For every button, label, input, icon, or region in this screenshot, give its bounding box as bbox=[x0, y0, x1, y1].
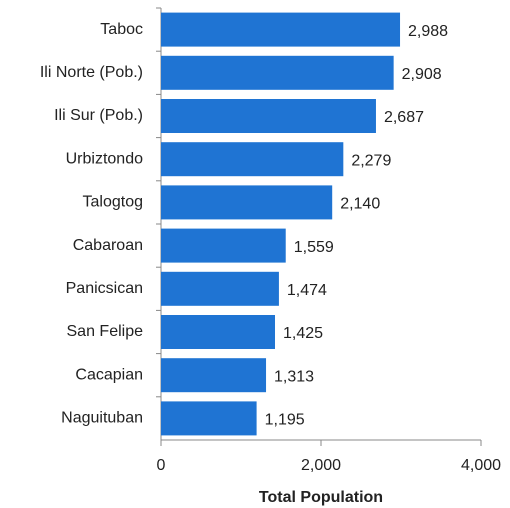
bar bbox=[161, 12, 401, 47]
y-tick-label: Talogtog bbox=[83, 194, 144, 211]
data-label: 1,425 bbox=[283, 325, 323, 342]
x-tick-label: 2,000 bbox=[301, 457, 341, 474]
bar bbox=[161, 315, 275, 349]
data-label: 2,140 bbox=[340, 196, 380, 213]
bar bbox=[161, 271, 279, 306]
bar bbox=[161, 358, 267, 393]
bar bbox=[161, 185, 333, 220]
y-tick-label: Ili Norte (Pob.) bbox=[40, 64, 143, 81]
bar bbox=[161, 401, 257, 436]
x-axis-title: Total Population bbox=[259, 489, 383, 506]
data-label: 1,474 bbox=[287, 282, 327, 299]
data-label: 1,559 bbox=[294, 239, 334, 256]
bar bbox=[161, 55, 394, 90]
y-tick-label: Naguituban bbox=[61, 410, 143, 427]
bar bbox=[161, 228, 286, 263]
bar bbox=[161, 99, 376, 133]
data-label: 1,313 bbox=[274, 368, 314, 385]
y-tick-label: Cabaroan bbox=[73, 237, 143, 254]
data-label: 2,908 bbox=[402, 66, 442, 83]
y-tick-label: Ili Sur (Pob.) bbox=[54, 107, 143, 124]
y-tick-label: Panicsican bbox=[66, 280, 143, 297]
x-tick-label: 0 bbox=[157, 457, 166, 474]
y-tick-label: Taboc bbox=[100, 21, 143, 38]
data-label: 2,279 bbox=[351, 152, 391, 169]
x-tick-label: 4,000 bbox=[461, 457, 501, 474]
data-label: 1,195 bbox=[265, 412, 305, 429]
bar bbox=[161, 142, 344, 177]
y-tick-label: Urbiztondo bbox=[66, 150, 143, 167]
y-tick-label: Cacapian bbox=[75, 366, 143, 383]
data-label: 2,687 bbox=[384, 109, 424, 126]
y-tick-label: San Felipe bbox=[67, 323, 144, 340]
data-label: 2,988 bbox=[408, 23, 448, 40]
